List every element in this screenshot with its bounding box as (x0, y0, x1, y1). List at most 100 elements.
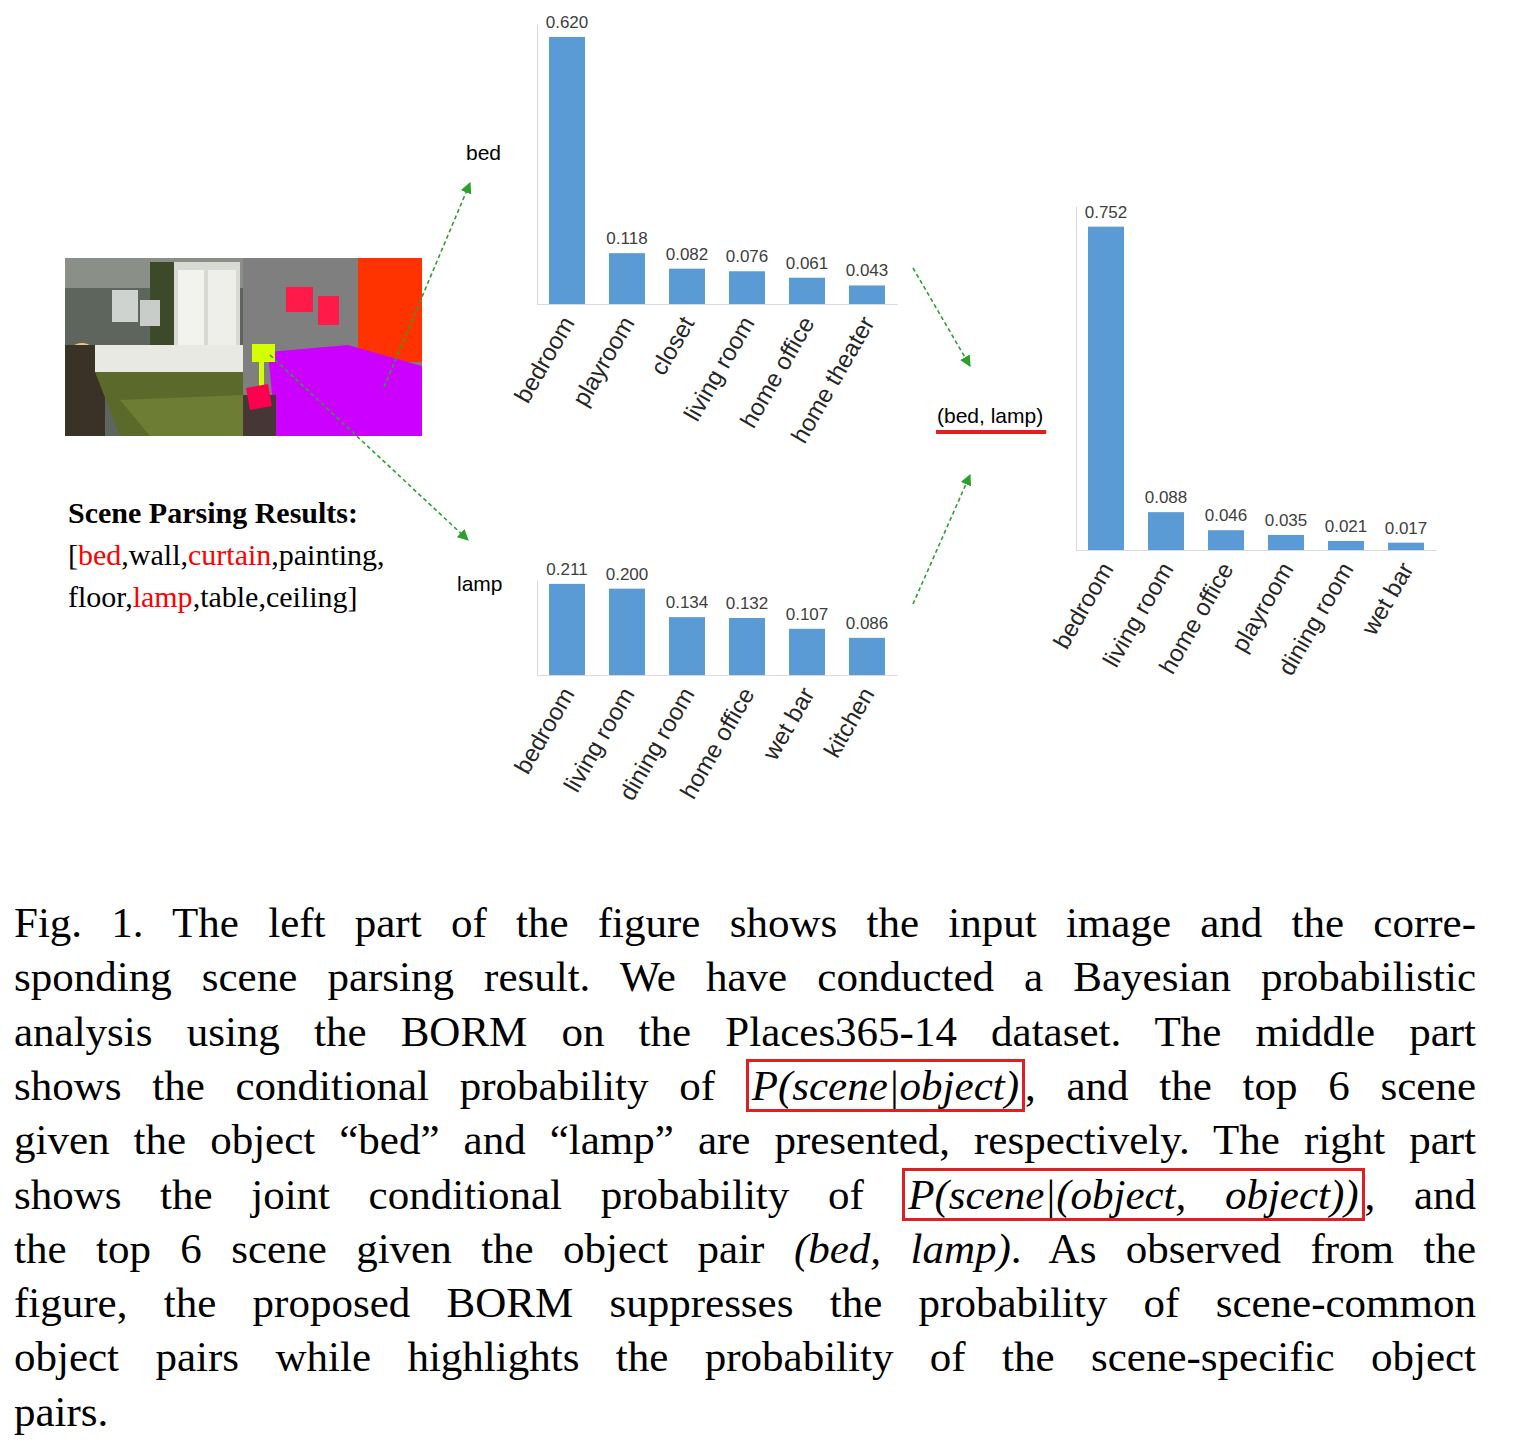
caption-text: object pairs while highlights the probab… (14, 1333, 1476, 1380)
bar-chart: bedroomliving roomdining roomhome office… (457, 560, 898, 805)
x-tick: closet (645, 311, 700, 379)
object: painting (279, 538, 377, 571)
segmentation-region (243, 258, 422, 436)
caption-line: sponding scene parsing result. We have c… (14, 950, 1476, 1004)
arrow (913, 475, 970, 604)
y-axis-line (1076, 207, 1077, 551)
bar (1388, 543, 1424, 550)
data-label: 0.211 (546, 560, 587, 579)
bar-chart: bedroomplayroomclosetliving roomhome off… (466, 13, 898, 448)
segmentation-region (358, 258, 422, 362)
data-label: 0.035 (1265, 511, 1308, 530)
formula: (bed, lamp) (794, 1225, 1011, 1272)
x-tick-label: dining room (1272, 558, 1358, 680)
parsing-line: [bed,wall,curtain,painting, (68, 538, 385, 571)
caption-line: shows the conditional probability of P(s… (14, 1059, 1476, 1113)
separator: , (193, 580, 201, 613)
x-tick-label: closet (645, 311, 700, 379)
highlighted-object: lamp (133, 580, 193, 613)
bracket: ] (348, 580, 358, 613)
bar (1208, 530, 1244, 550)
caption-line: given the object “bed” and “lamp” are pr… (14, 1113, 1476, 1167)
caption-text: analysis using the BORM on the Places365… (14, 1008, 1476, 1055)
caption-text: figure, the proposed BORM suppresses the… (14, 1279, 1476, 1326)
data-label: 0.132 (726, 594, 769, 613)
data-label: 0.061 (786, 254, 829, 273)
x-axis-line (538, 304, 898, 305)
x-tick-label: wet bar (1355, 558, 1418, 641)
data-label: 0.134 (666, 593, 709, 612)
separator: , (180, 538, 188, 571)
bar (549, 37, 585, 304)
data-label: 0.107 (786, 605, 829, 624)
data-label: 0.620 (546, 13, 589, 32)
bar (789, 278, 825, 304)
separator: , (121, 538, 129, 571)
separator: , (271, 538, 279, 571)
bar (1088, 227, 1124, 550)
bar (669, 617, 705, 675)
caption-line: shows the joint conditional probability … (14, 1168, 1476, 1222)
photo-region (65, 258, 243, 436)
caption-line: object pairs while highlights the probab… (14, 1330, 1476, 1384)
separator: , (377, 538, 385, 571)
bar (849, 285, 885, 304)
x-tick-label: home office (674, 683, 759, 804)
data-label: 0.046 (1205, 506, 1248, 525)
chart-title: (bed, lamp) (937, 404, 1043, 427)
data-label: 0.752 (1085, 203, 1128, 222)
x-axis: bedroomliving roomhome officeplayroomdin… (1048, 551, 1437, 680)
bar (789, 629, 825, 675)
caption-text: , and (1365, 1171, 1476, 1218)
x-tick-label: home theater (785, 312, 879, 448)
bar (1148, 512, 1184, 550)
bar (1328, 541, 1364, 550)
data-label: 0.082 (666, 245, 709, 264)
bars (549, 37, 885, 304)
y-axis (537, 581, 538, 676)
x-tick: home office (1153, 558, 1238, 679)
x-tick-label: wet bar (756, 683, 819, 766)
data-label: 0.021 (1325, 517, 1368, 536)
data-label: 0.200 (606, 565, 649, 584)
photo-region (95, 345, 243, 372)
segmentation-region (268, 345, 422, 436)
separator: , (125, 580, 133, 613)
caption-text: . As observed from the (1011, 1225, 1476, 1272)
y-axis (1076, 207, 1077, 551)
chart-title: lamp (457, 572, 503, 595)
caption-line: pairs. (14, 1385, 1476, 1439)
object: floor (68, 580, 126, 613)
caption-line: the top 6 scene given the object pair (b… (14, 1222, 1476, 1276)
x-tick-label: home office (1153, 558, 1238, 679)
x-tick-label: kitchen (818, 683, 879, 762)
input-image (65, 258, 422, 436)
bar (609, 589, 645, 675)
x-tick-label: playroom (567, 312, 640, 411)
x-tick: home theater (785, 312, 879, 448)
parsing-line: floor,lamp,table,ceiling] (68, 580, 358, 613)
data-label: 0.043 (846, 261, 889, 280)
object: table (200, 580, 258, 613)
x-tick: wet bar (1355, 558, 1418, 641)
bar (669, 269, 705, 304)
x-axis-line (538, 675, 898, 676)
segmentation-region (246, 384, 272, 410)
x-tick: wet bar (756, 683, 819, 766)
caption-line: figure, the proposed BORM suppresses the… (14, 1276, 1476, 1330)
caption-text: , and the top 6 scene (1025, 1062, 1476, 1109)
x-tick: home office (674, 683, 759, 804)
x-axis: bedroomplayroomclosetliving roomhome off… (509, 305, 898, 448)
photo-region (120, 395, 243, 436)
bar (729, 271, 765, 304)
arrow (270, 355, 468, 540)
segmentation-region (286, 287, 313, 312)
segmentation-region (318, 296, 339, 325)
data-label: 0.076 (726, 247, 769, 266)
boxed-formula: P(scene|object) (746, 1059, 1025, 1112)
y-axis (537, 25, 538, 305)
bar-chart: bedroomliving roomhome officeplayroomdin… (936, 203, 1437, 680)
separator: , (258, 580, 266, 613)
caption-text: the top 6 scene given the object pair (14, 1225, 794, 1272)
data-label: 0.118 (606, 229, 647, 248)
